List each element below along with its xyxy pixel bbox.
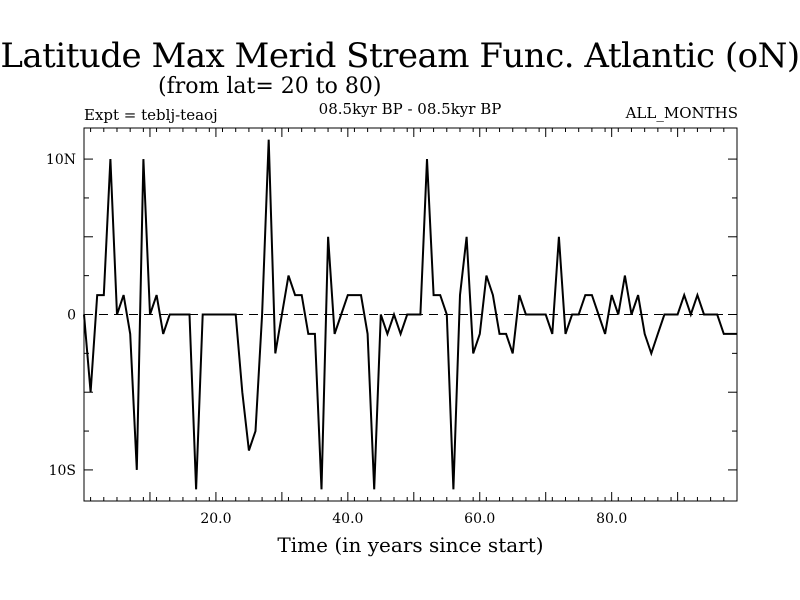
period-label: 08.5kyr BP - 08.5kyr BP — [318, 100, 502, 118]
y-tick-label: 0 — [67, 308, 76, 324]
experiment-label: Expt = teblj-teaoj — [84, 106, 218, 124]
series-line — [83, 139, 737, 490]
plot-frame — [83, 127, 738, 502]
x-tick-label: 40.0 — [332, 511, 363, 527]
x-tick-label: 60.0 — [464, 511, 495, 527]
chart-subtitle: (from lat= 20 to 80) — [158, 74, 382, 99]
x-axis-label: Time (in years since start) — [277, 533, 543, 557]
tick-labels: 20.0 40.0 60.0 80.0 10N 0 10S — [46, 152, 627, 527]
chart-title: Latitude Max Merid Stream Func. Atlantic… — [0, 36, 800, 76]
x-tick-label: 20.0 — [200, 511, 231, 527]
y-tick-label: 10N — [46, 152, 76, 168]
y-tick-label: 10S — [49, 463, 76, 479]
axis-ticks — [84, 128, 737, 501]
months-label: ALL_MONTHS — [625, 104, 738, 122]
x-tick-label: 80.0 — [596, 511, 627, 527]
